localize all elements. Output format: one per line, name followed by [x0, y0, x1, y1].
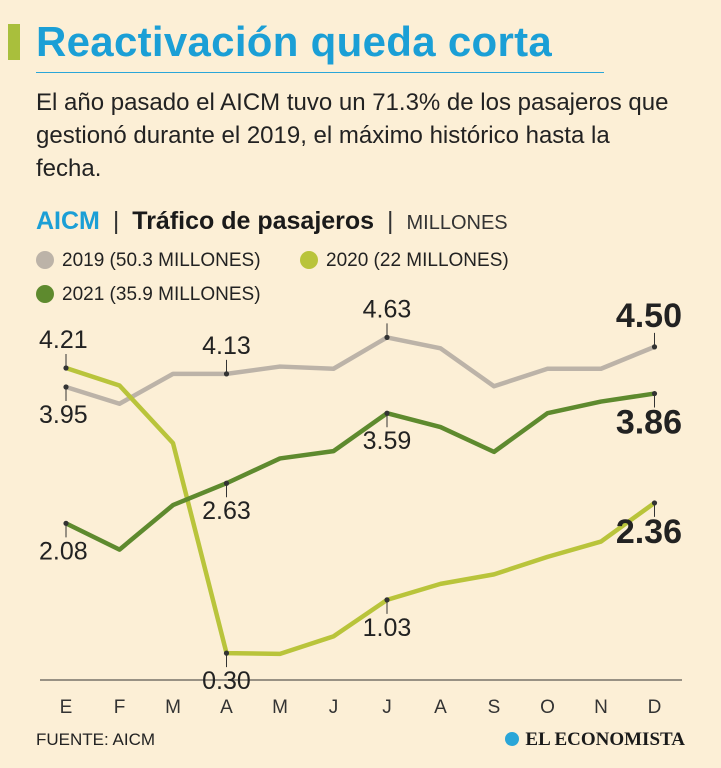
x-tick-label: N [594, 697, 608, 718]
x-tick-label: E [60, 697, 73, 718]
chart-label-separator: | [112, 207, 120, 235]
x-tick-label: J [382, 697, 392, 718]
chart-label-aicm: AICM [36, 207, 100, 235]
data-point-marker [384, 597, 390, 603]
data-point-marker [651, 500, 658, 506]
legend-label-2020: 2020 (22 MILLONES) [326, 250, 509, 271]
x-tick-label: F [114, 697, 126, 718]
series-line-2 [63, 391, 657, 552]
data-label: 4.50 [616, 297, 682, 335]
data-point-marker [223, 650, 230, 656]
x-tick-label: A [220, 697, 233, 718]
legend-label-2021: 2021 (35.9 MILLONES) [62, 284, 261, 305]
x-tick-label: D [648, 697, 662, 718]
page-title: Reactivación queda corta [36, 18, 553, 65]
legend-dot-2020 [300, 251, 318, 269]
data-label: 4.63 [363, 295, 412, 323]
data-label: 3.59 [363, 427, 412, 455]
data-point-marker [63, 384, 69, 390]
data-label: 3.95 [39, 401, 88, 429]
data-label: 1.03 [363, 614, 412, 642]
data-label: 0.30 [202, 667, 251, 695]
chart-label-separator-2: | [387, 207, 394, 235]
subtitle: El año pasado el AICM tuvo un 71.3% de l… [36, 89, 669, 182]
legend-item-2020: 2020 (22 MILLONES) [300, 250, 509, 272]
data-point-marker [63, 365, 69, 371]
title-divider [36, 72, 604, 73]
legend-item-2019: 2019 (50.3 MILLONES) [36, 250, 261, 272]
x-tick-label: A [434, 697, 447, 718]
data-label: 4.13 [202, 332, 251, 360]
data-label: 2.08 [39, 537, 88, 565]
x-tick-label: M [272, 697, 288, 718]
x-tick-label: O [540, 697, 555, 718]
x-tick-label: J [329, 697, 339, 718]
x-tick-label: S [488, 697, 501, 718]
data-point-marker [384, 334, 390, 340]
chart-header: AICM | Tráfico de pasajeros | MILLONES [36, 207, 508, 236]
title-accent-bar [8, 24, 20, 60]
legend-dot-2019 [36, 251, 54, 269]
data-label: 3.86 [616, 404, 682, 442]
series-line-1 [63, 365, 657, 657]
data-point-marker [384, 410, 390, 416]
data-point-marker [651, 344, 658, 350]
data-label: 2.63 [202, 497, 251, 525]
legend-label-2019: 2019 (50.3 MILLONES) [62, 250, 261, 271]
legend-dot-2021 [36, 285, 54, 303]
brand-logo: EL ECONOMISTA [505, 729, 685, 751]
data-label: 2.36 [616, 513, 682, 551]
data-point-marker [223, 480, 230, 486]
chart-label-main: Tráfico de pasajeros [132, 207, 375, 235]
chart-label-units: MILLONES [406, 212, 508, 234]
data-label: 4.21 [39, 326, 88, 354]
data-point-marker [63, 520, 69, 526]
source-note: FUENTE: AICM [36, 730, 156, 749]
legend-item-2021: 2021 (35.9 MILLONES) [36, 284, 261, 306]
data-point-marker [651, 390, 658, 397]
brand-icon [505, 732, 520, 746]
data-point-marker [223, 371, 230, 377]
series-line-0 [63, 335, 657, 406]
brand-name: EL ECONOMISTA [525, 729, 685, 750]
x-tick-label: M [165, 697, 181, 718]
